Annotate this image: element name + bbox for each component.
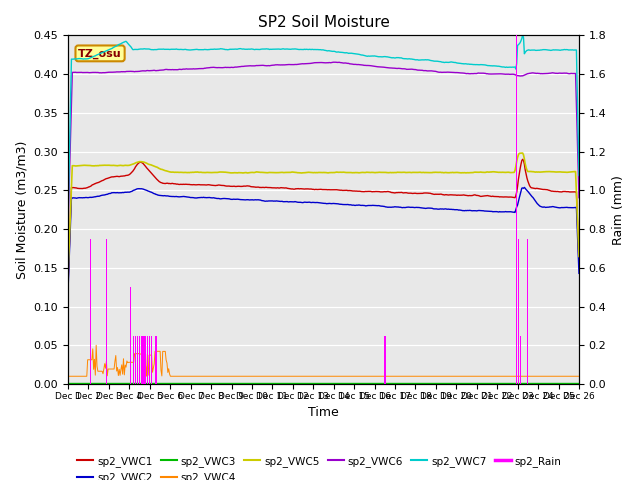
Bar: [130, 287, 131, 384]
Y-axis label: Soil Moisture (m3/m3): Soil Moisture (m3/m3): [15, 141, 28, 279]
Title: SP2 Soil Moisture: SP2 Soil Moisture: [257, 15, 389, 30]
Bar: [520, 336, 522, 384]
Bar: [142, 336, 143, 384]
Bar: [144, 336, 145, 384]
Bar: [384, 336, 385, 384]
Bar: [106, 239, 108, 384]
Bar: [90, 239, 91, 384]
Bar: [141, 336, 142, 384]
Bar: [137, 336, 138, 384]
Bar: [151, 336, 152, 384]
Bar: [139, 336, 140, 384]
Text: TZ_osu: TZ_osu: [78, 48, 122, 59]
X-axis label: Time: Time: [308, 406, 339, 419]
Bar: [149, 336, 150, 384]
Bar: [516, 36, 517, 384]
Bar: [385, 336, 387, 384]
Legend: sp2_VWC1, sp2_VWC2, sp2_VWC3, sp2_VWC4, sp2_VWC5, sp2_VWC6, sp2_VWC7, sp2_Rain: sp2_VWC1, sp2_VWC2, sp2_VWC3, sp2_VWC4, …: [73, 452, 566, 480]
Bar: [147, 336, 148, 384]
Bar: [143, 336, 144, 384]
Bar: [145, 336, 147, 384]
Bar: [156, 336, 157, 384]
Y-axis label: Raim (mm): Raim (mm): [612, 175, 625, 245]
Bar: [133, 336, 134, 384]
Bar: [518, 239, 519, 384]
Bar: [527, 239, 529, 384]
Bar: [135, 336, 136, 384]
